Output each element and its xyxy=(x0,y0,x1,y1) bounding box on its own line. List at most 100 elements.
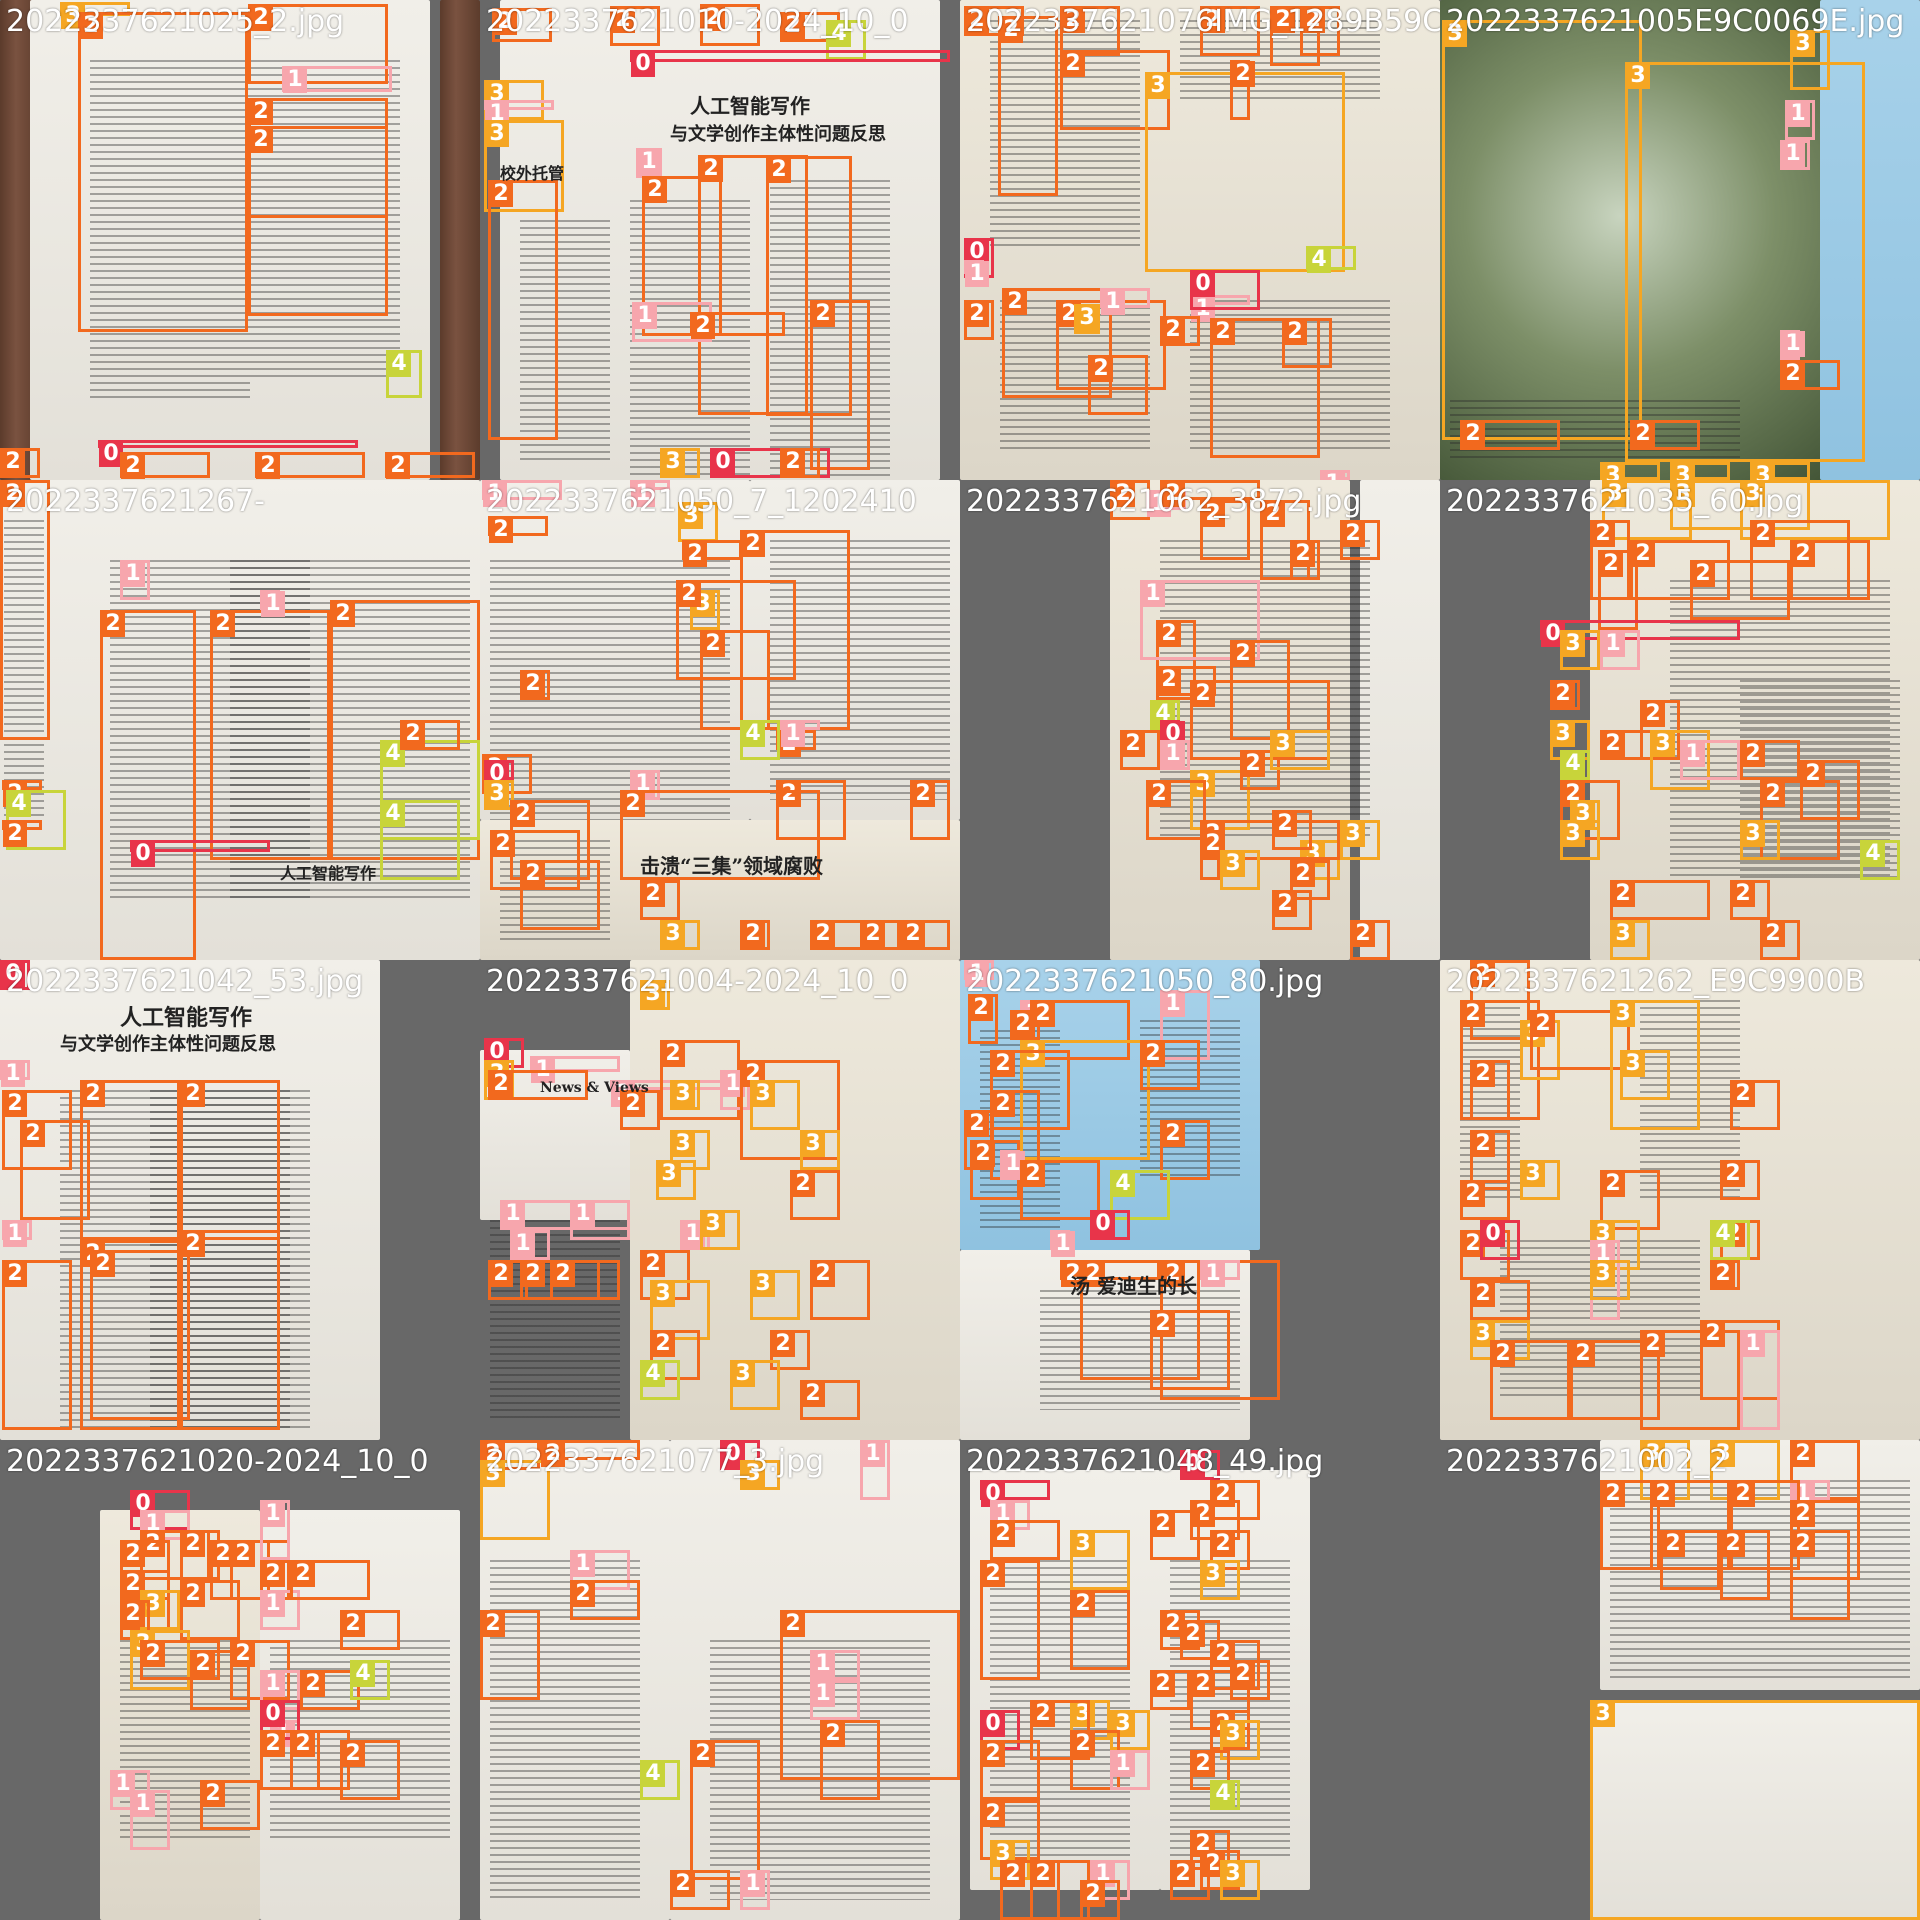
bbox-class-2: 2 xyxy=(1156,620,1196,700)
bbox-class-label: 2 xyxy=(781,1611,805,1637)
bbox-class-label: 2 xyxy=(1201,501,1225,527)
bbox-class-label: 3 xyxy=(1621,1051,1645,1077)
tile-6: 1221323222242032122122223222220223376210… xyxy=(480,480,960,960)
bbox-class-label: 4 xyxy=(351,1661,375,1687)
bbox-class-2: 2 xyxy=(248,4,388,84)
bbox-class-1: 1 xyxy=(1100,288,1150,315)
bbox-class-3: 3 xyxy=(1740,480,1890,540)
bbox-class-2: 2 xyxy=(340,1740,400,1800)
bbox-class-2: 2 xyxy=(1600,1480,1660,1570)
tile-photo xyxy=(0,960,380,1440)
printed-page-text: 与文学创作主体性问题反思 xyxy=(60,1034,276,1055)
tile-7: 2122222212224021322332232322220223376210… xyxy=(960,480,1440,960)
bbox-class-1: 1 xyxy=(570,1550,630,1590)
bbox-class-label: 2 xyxy=(611,7,635,33)
bbox-class-2: 2 xyxy=(1590,520,1630,600)
tile-filename: 2022337621025_2.jpg xyxy=(6,4,345,39)
bbox-class-label: 3 xyxy=(1741,821,1765,847)
bbox-class-3: 3 xyxy=(1200,1560,1240,1600)
bbox-class-label: 2 xyxy=(1711,1261,1735,1287)
bbox-class-2: 2 xyxy=(776,780,846,840)
bbox-class-2: 2 xyxy=(1340,520,1380,560)
bbox-class-4: 4 xyxy=(1110,1170,1170,1220)
bbox-class-2: 2 xyxy=(690,312,785,339)
bbox-class-label: 3 xyxy=(141,1591,165,1617)
tile-photo xyxy=(480,1440,670,1920)
bbox-class-label: 2 xyxy=(1461,1181,1485,1207)
bbox-class-1: 1 xyxy=(1160,740,1190,770)
bbox-class-2: 2 xyxy=(790,1170,840,1220)
bbox-class-3: 3 xyxy=(1220,850,1260,890)
bbox-class-label: 2 xyxy=(1181,1621,1205,1647)
bbox-class-label: 2 xyxy=(767,157,791,183)
bbox-class-label: 2 xyxy=(1061,7,1085,33)
bbox-class-2: 2 xyxy=(670,1870,730,1910)
bbox-class-label: 1 xyxy=(571,1551,595,1577)
bbox-class-1: 1 xyxy=(860,1440,890,1500)
bbox-class-label: 2 xyxy=(1161,1261,1185,1287)
bbox-class-label: 0 xyxy=(631,51,655,77)
bbox-class-label: 2 xyxy=(1461,1001,1485,1027)
bbox-class-3: 3 xyxy=(1790,30,1830,90)
bbox-class-label: 2 xyxy=(1791,1531,1815,1557)
bbox-class-label: 2 xyxy=(741,921,765,947)
bbox-class-label: 2 xyxy=(1661,1531,1685,1557)
bbox-class-2: 2 xyxy=(20,1120,90,1220)
bbox-class-label: 2 xyxy=(991,1051,1015,1077)
tile-filename: 2022337621267- xyxy=(6,484,265,519)
bbox-class-label: 2 xyxy=(911,781,935,807)
bbox-class-label: 2 xyxy=(1691,561,1715,587)
bbox-class-label: 2 xyxy=(621,1091,645,1117)
bbox-class-4: 4 xyxy=(640,1760,680,1800)
bbox-class-4: 4 xyxy=(1860,840,1900,880)
bbox-class-2: 2 xyxy=(1350,920,1390,960)
tile-4: 3 3 3 1 1 1 2 2 2 3 3 3 2022337621005E9C0069E.jpg xyxy=(1440,0,1920,480)
tile-photo xyxy=(960,0,1440,480)
bbox-class-2: 2 xyxy=(1300,6,1340,56)
bbox-class-label: 2 xyxy=(1351,921,1375,947)
bbox-class-label: 2 xyxy=(121,1541,145,1567)
bbox-class-label: 2 xyxy=(1701,1321,1725,1347)
bbox-class-label: 2 xyxy=(1,481,25,507)
bbox-class-1: 1 xyxy=(1320,470,1350,480)
bbox-class-0: 0 xyxy=(0,960,30,990)
bbox-class-2: 2 xyxy=(1598,550,1638,630)
bbox-class-label: 2 xyxy=(3,1091,27,1117)
bbox-class-label: 2 xyxy=(231,1541,255,1567)
bbox-class-2: 2 xyxy=(1690,560,1790,620)
tile-12: 2223233223222232042132322221202233762126… xyxy=(1440,960,1920,1440)
bbox-class-label: 2 xyxy=(1591,521,1615,547)
bbox-class-1: 1 xyxy=(484,100,554,127)
bbox-class-2: 2 xyxy=(640,1250,690,1300)
text-block-texture xyxy=(1160,540,1290,840)
bbox-class-label: 4 xyxy=(1211,1781,1235,1807)
bbox-class-label: 2 xyxy=(261,1561,285,1587)
printed-page-text: 人工智能写作 xyxy=(120,1005,253,1031)
bbox-class-label: 2 xyxy=(699,156,723,182)
bbox-class-label: 2 xyxy=(661,1041,685,1067)
bbox-class-label: 2 xyxy=(671,1871,695,1897)
bbox-class-label: 2 xyxy=(901,921,925,947)
bbox-class-0: 0 xyxy=(1160,720,1185,747)
bbox-class-label: 4 xyxy=(7,791,31,817)
bbox-class-4: 4 xyxy=(1560,750,1590,780)
bbox-class-label: 1 xyxy=(261,1501,285,1527)
bbox-class-2: 2 xyxy=(1290,540,1320,580)
bbox-class-label: 2 xyxy=(1001,1861,1025,1887)
bbox-class-label: 2 xyxy=(1211,1641,1235,1667)
bbox-class-label: 2 xyxy=(1461,421,1485,447)
bbox-class-label: 1 xyxy=(1201,1261,1225,1287)
bbox-class-label: 2 xyxy=(1491,1341,1515,1367)
bbox-class-label: 2 xyxy=(1157,667,1181,693)
bbox-class-label: 3 xyxy=(1075,305,1099,331)
bbox-class-label: 2 xyxy=(1641,701,1665,727)
bbox-class-label: 3 xyxy=(1021,1041,1045,1067)
bbox-class-1: 1 xyxy=(964,260,989,287)
bbox-class-1: 1 xyxy=(1000,1150,1025,1180)
bbox-class-label: 4 xyxy=(827,21,851,47)
bbox-class-label: 2 xyxy=(1283,319,1307,345)
bbox-class-2: 2 xyxy=(740,920,770,950)
bbox-class-1: 1 xyxy=(1780,330,1805,360)
bbox-class-label: 2 xyxy=(511,801,535,827)
